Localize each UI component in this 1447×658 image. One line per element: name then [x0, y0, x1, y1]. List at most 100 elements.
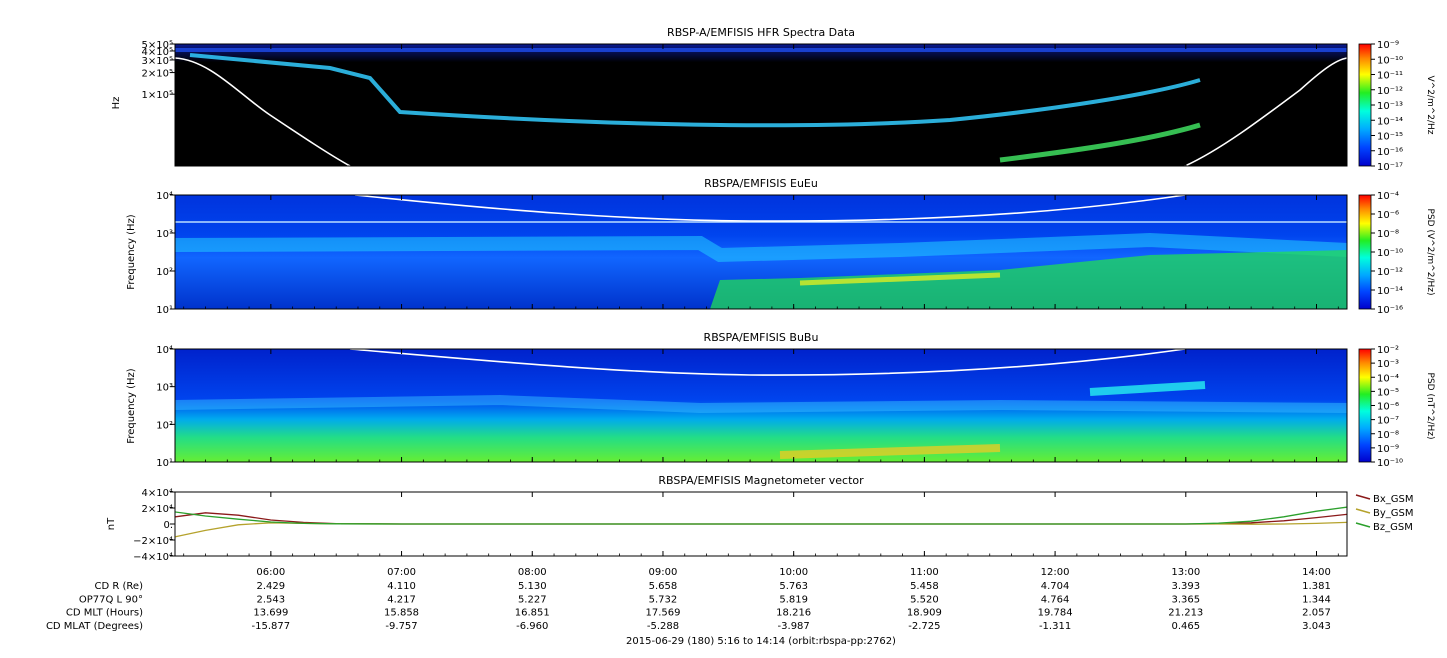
ytick-label: 1×10⁵: [142, 90, 173, 101]
ytick-label: 10³: [156, 229, 173, 240]
panel-hfr-spectrogram: [175, 44, 1347, 166]
panel-bubu-colorbar-label: PSD (nT^2/Hz): [1425, 373, 1435, 440]
panel-eueu-frame: [174, 194, 1348, 310]
ephemeris-value: 18.909: [907, 608, 942, 619]
xtick-label: 14:00: [1302, 567, 1331, 578]
colorbar-tick-label: 10⁻⁴: [1377, 373, 1399, 384]
colorbar-tick-label: 10⁻⁷: [1377, 416, 1399, 427]
panel-eueu-colorbar-label: PSD (V^2/m^2/Hz): [1425, 209, 1435, 296]
ytick-label: 5×10⁵: [142, 40, 173, 51]
panel-eueu: RBSPA/EMFISIS EuEu Frequency (Hz) 10⁴ 10³…: [126, 177, 1435, 316]
ephemeris-value: 15.858: [384, 608, 419, 619]
ephemeris-value: -3.987: [778, 621, 810, 632]
panel-eueu-yellow-band: [799, 272, 1001, 286]
ytick-label: 4×10⁵: [142, 47, 173, 58]
panel-bubu-yticks: 10⁴ 10³ 10² 10¹: [156, 345, 175, 469]
x-axis-ticks: [183, 44, 1339, 556]
ephemeris-value: 3.043: [1302, 621, 1331, 632]
ytick-label: 2×10⁴: [142, 504, 173, 515]
ytick-label: 10¹: [156, 305, 173, 316]
legend-label: By_GSM: [1373, 508, 1414, 519]
panel-eueu-cyan-band: [174, 232, 1348, 263]
colorbar-tick-label: 10⁻¹⁵: [1377, 132, 1403, 143]
panel-bubu-fce-line: [349, 348, 1186, 376]
ephemeris-value: 5.227: [518, 594, 547, 605]
ephemeris-value: -9.757: [385, 621, 417, 632]
ephemeris-value: 5.763: [779, 581, 808, 592]
xtick-label: 08:00: [518, 567, 547, 578]
ephemeris-value: 5.732: [649, 594, 678, 605]
ytick-label: 10⁴: [156, 345, 173, 356]
ephemeris-value: -1.311: [1039, 621, 1071, 632]
ytick-label: 2×10⁵: [142, 69, 173, 80]
ephemeris-value: 16.851: [515, 608, 550, 619]
panel-bubu-chorus-band: [1089, 381, 1206, 396]
panel-eueu-yticks: 10⁴ 10³ 10² 10¹: [156, 191, 175, 316]
panel-mag-legend: Bx_GSM By_GSM Bz_GSM: [1355, 494, 1414, 533]
colorbar-tick-label: 10⁻¹⁰: [1377, 55, 1403, 66]
panel-eueu-ylabel: Frequency (Hz): [126, 214, 137, 290]
ephemeris-label: OP77Q L 90°: [79, 594, 143, 605]
panel-bubu-ylabel: Frequency (Hz): [126, 368, 137, 444]
panel-bubu-cyan-band: [174, 394, 1348, 414]
legend-label: Bz_GSM: [1373, 522, 1413, 533]
colorbar-tick-label: 10⁻¹⁰: [1377, 248, 1403, 259]
ytick-label: −4×10⁴: [133, 552, 173, 563]
colorbar-tick-label: 10⁻¹⁶: [1377, 305, 1403, 316]
panel-hfr-colorbar-label: V^2/m^2/Hz: [1425, 75, 1435, 134]
ephemeris-value: 18.216: [776, 608, 811, 619]
colorbar-tick-label: 10⁻¹⁰: [1377, 458, 1403, 469]
ephemeris-value: 1.381: [1302, 581, 1331, 592]
ephemeris-value: 13.699: [253, 608, 288, 619]
panel-hfr-colorbar-ticks: 10⁻⁹ 10⁻¹⁰ 10⁻¹¹ 10⁻¹² 10⁻¹³ 10⁻¹⁴ 10⁻¹⁵ 10⁻¹⁶ 1…: [1371, 40, 1403, 173]
ephemeris-label: CD MLAT (Degrees): [46, 621, 143, 632]
colorbar-tick-label: 10⁻⁹: [1377, 40, 1399, 51]
ephemeris-value: 1.344: [1302, 594, 1331, 605]
ephemeris-value: 3.393: [1171, 581, 1200, 592]
xtick-label: 11:00: [910, 567, 939, 578]
ytick-label: 4×10⁴: [142, 488, 173, 499]
xtick-label: 09:00: [649, 567, 678, 578]
ephemeris-value: 21.213: [1168, 608, 1203, 619]
colorbar-tick-label: 10⁻¹⁴: [1377, 286, 1403, 297]
colorbar-tick-label: 10⁻¹²: [1377, 86, 1403, 97]
ephemeris-value: 4.110: [387, 581, 416, 592]
ytick-label: −2×10⁴: [133, 536, 173, 547]
panel-bubu-colorbar-ticks: 10⁻² 10⁻³ 10⁻⁴ 10⁻⁵ 10⁻⁶ 10⁻⁷ 10⁻⁸ 10⁻⁹ 10⁻¹⁰: [1371, 345, 1403, 469]
xtick-label: 12:00: [1041, 567, 1070, 578]
ephemeris-value: 17.569: [645, 608, 680, 619]
panel-hfr-emission-line: [189, 53, 1201, 128]
series-line-bz-gsm: [175, 506, 1347, 525]
colorbar-tick-label: 10⁻⁵: [1377, 387, 1399, 398]
ephemeris-value: 3.365: [1171, 594, 1200, 605]
panel-mag-series: [175, 506, 1347, 538]
footer-time-range: 2015-06-29 (180) 5:16 to 14:14 (orbit:rb…: [626, 636, 896, 647]
panel-hfr: RBSP-A/EMFISIS HFR Spectra Data Hz 5×10⁵…: [111, 26, 1435, 173]
colorbar-tick-label: 10⁻¹²: [1377, 267, 1403, 278]
colorbar-tick-label: 10⁻⁹: [1377, 444, 1399, 455]
panel-eueu-green-region: [710, 250, 1347, 309]
ephemeris-value: 5.658: [649, 581, 678, 592]
panel-hfr-plasma-line-right: [1184, 57, 1348, 167]
ephemeris-value: 0.465: [1171, 621, 1200, 632]
ephemeris-table: CD R (Re) 2.429 4.110 5.130 5.658 5.763 5.458 4…: [46, 581, 1331, 632]
ephemeris-value: -6.960: [516, 621, 548, 632]
panel-eueu-fce-line: [354, 194, 1186, 222]
ytick-label: 10¹: [156, 458, 173, 469]
panel-bubu-title: RBSPA/EMFISIS BuBu: [704, 331, 819, 344]
panel-eueu-colorbar-ticks: 10⁻⁴ 10⁻⁶ 10⁻⁸ 10⁻¹⁰ 10⁻¹² 10⁻¹⁴ 10⁻¹⁶: [1371, 191, 1403, 316]
panel-bubu-colorbar: [1358, 348, 1372, 463]
panel-hfr-colorbar: [1358, 43, 1372, 167]
x-axis-labels: 06:00 07:00 08:00 09:00 10:00 11:00 12:00 13:00…: [256, 567, 1330, 578]
ephemeris-value: 5.130: [518, 581, 547, 592]
ephemeris-value: -2.725: [908, 621, 940, 632]
ephemeris-value: 4.764: [1041, 594, 1070, 605]
legend-swatch: [1355, 494, 1371, 500]
colorbar-tick-label: 10⁻¹⁴: [1377, 116, 1403, 127]
ytick-label: 3×10⁵: [142, 56, 173, 67]
colorbar-tick-label: 10⁻⁸: [1377, 229, 1399, 240]
xtick-label: 10:00: [779, 567, 808, 578]
ephemeris-value: 2.057: [1302, 608, 1331, 619]
legend-swatch: [1355, 508, 1371, 514]
